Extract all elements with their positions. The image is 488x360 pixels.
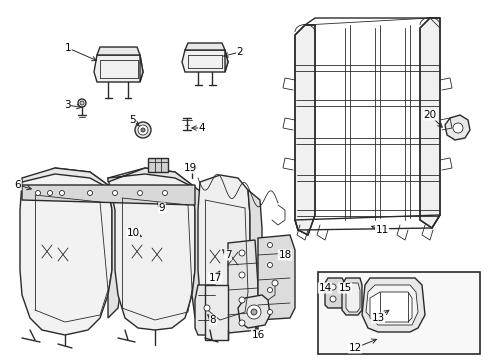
Circle shape [60, 190, 64, 195]
Circle shape [267, 310, 272, 315]
Text: 14: 14 [318, 283, 331, 293]
Polygon shape [182, 50, 227, 72]
Polygon shape [365, 285, 417, 325]
Text: 11: 11 [375, 225, 388, 235]
Circle shape [452, 123, 462, 133]
Polygon shape [108, 185, 122, 318]
Circle shape [267, 243, 272, 248]
Circle shape [138, 125, 148, 135]
Text: 5: 5 [128, 115, 135, 125]
Circle shape [239, 320, 244, 326]
Polygon shape [108, 168, 195, 188]
Polygon shape [204, 285, 227, 340]
Circle shape [162, 190, 167, 195]
Circle shape [87, 190, 92, 195]
Text: 16: 16 [251, 330, 264, 340]
Text: 7: 7 [224, 250, 231, 260]
Circle shape [246, 305, 261, 319]
Polygon shape [325, 278, 345, 308]
Circle shape [135, 122, 151, 138]
Circle shape [329, 296, 335, 302]
Polygon shape [140, 55, 142, 82]
Text: 4: 4 [198, 123, 205, 133]
Circle shape [329, 284, 335, 290]
Text: 20: 20 [423, 110, 436, 120]
Circle shape [271, 280, 278, 286]
Text: 19: 19 [183, 163, 196, 173]
Polygon shape [419, 18, 439, 228]
Circle shape [203, 305, 209, 311]
Polygon shape [238, 295, 269, 328]
Polygon shape [148, 158, 168, 172]
Text: 2: 2 [236, 47, 243, 57]
Polygon shape [108, 168, 195, 330]
Circle shape [47, 190, 52, 195]
Text: 12: 12 [347, 343, 361, 353]
Text: 18: 18 [278, 250, 291, 260]
Text: 3: 3 [63, 100, 70, 110]
Polygon shape [198, 175, 249, 330]
Text: 6: 6 [15, 180, 21, 190]
Polygon shape [22, 185, 195, 205]
Text: 9: 9 [159, 203, 165, 213]
Circle shape [80, 101, 84, 105]
Circle shape [239, 272, 244, 278]
Text: 10: 10 [126, 228, 139, 238]
Bar [317, 272, 479, 354]
Text: 15: 15 [338, 283, 351, 293]
Polygon shape [224, 50, 227, 72]
Circle shape [250, 309, 257, 315]
Circle shape [141, 128, 145, 132]
Circle shape [36, 190, 41, 195]
Polygon shape [444, 115, 469, 140]
Text: 17: 17 [208, 273, 221, 283]
Text: 1: 1 [64, 43, 71, 53]
Circle shape [267, 262, 272, 267]
Polygon shape [247, 190, 262, 318]
Circle shape [267, 288, 272, 292]
Polygon shape [341, 278, 361, 315]
Polygon shape [97, 47, 140, 55]
Polygon shape [258, 235, 294, 320]
Polygon shape [346, 283, 359, 312]
Polygon shape [369, 292, 411, 322]
Polygon shape [361, 278, 424, 332]
Circle shape [112, 190, 117, 195]
Polygon shape [184, 43, 224, 50]
Polygon shape [22, 168, 112, 190]
Text: 8: 8 [209, 315, 216, 325]
Circle shape [78, 99, 86, 107]
Polygon shape [294, 25, 314, 235]
Circle shape [239, 250, 244, 256]
Circle shape [239, 297, 244, 303]
Polygon shape [195, 285, 218, 335]
Polygon shape [192, 185, 207, 318]
Polygon shape [20, 168, 112, 335]
Text: 13: 13 [370, 313, 384, 323]
Polygon shape [227, 240, 258, 333]
Polygon shape [94, 55, 142, 82]
Circle shape [137, 190, 142, 195]
